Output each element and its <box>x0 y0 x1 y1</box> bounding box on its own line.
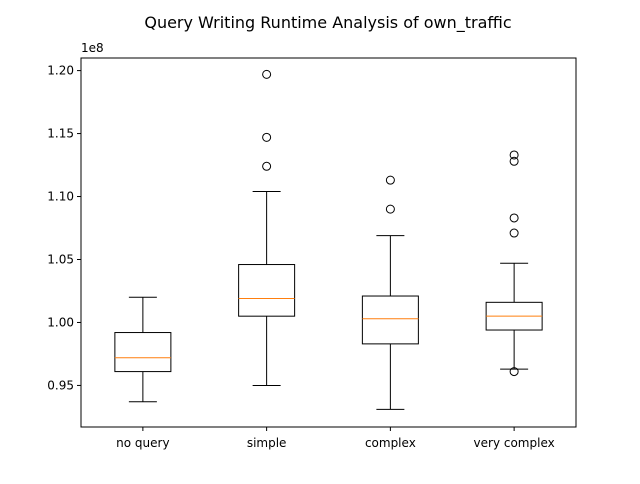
outlier-point <box>385 175 395 185</box>
chart-title: Query Writing Runtime Analysis of own_tr… <box>144 13 511 33</box>
x-tick-label: complex <box>365 436 416 450</box>
outlier-point <box>262 69 272 79</box>
y-tick-label: 1.20 <box>47 64 74 78</box>
outlier-point <box>509 213 519 223</box>
box-iqr <box>361 295 419 345</box>
x-tick-label: simple <box>247 436 287 450</box>
x-tick-label: no query <box>116 436 169 450</box>
box-iqr <box>114 332 172 373</box>
outlier-point <box>262 132 272 142</box>
y-tick-label: 1.00 <box>47 315 74 329</box>
outlier-point <box>385 204 395 214</box>
outlier-point <box>262 161 272 171</box>
y-tick-label: 1.05 <box>47 253 74 267</box>
outlier-point <box>509 156 519 166</box>
y-tick-label: 0.95 <box>47 378 74 392</box>
outlier-point <box>509 367 519 377</box>
outlier-point <box>509 150 519 160</box>
y-axis-offset-label: 1e8 <box>81 41 104 55</box>
x-tick-label: very complex <box>474 436 555 450</box>
plot-area: 0.95 1.00 1.05 1.10 1.15 1.20 no query simple co… <box>47 57 577 450</box>
y-tick-label: 1.10 <box>47 190 74 204</box>
outlier-point <box>509 228 519 238</box>
axes-frame <box>80 57 577 428</box>
y-tick-label: 1.15 <box>47 127 74 141</box>
box-iqr <box>238 264 296 317</box>
